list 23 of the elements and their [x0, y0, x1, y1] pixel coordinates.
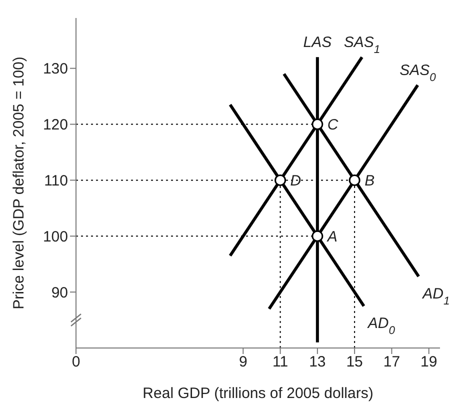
x-tick-label: 0 — [72, 354, 80, 371]
y-tick-label: 130 — [42, 60, 68, 78]
x-axis-title: Real GDP (trillions of 2005 dollars) — [142, 385, 374, 402]
series-label: AD$_{0}$ — [366, 315, 396, 338]
series-label: SAS$_{0}$ — [400, 62, 437, 84]
y-tick-label: 120 — [42, 116, 68, 134]
x-tick-label: 9 — [238, 354, 248, 371]
y-tick-label: 110 — [44, 172, 68, 190]
x-tick-label: 11 — [272, 354, 288, 371]
y-tick-label: 100 — [42, 228, 68, 246]
y-axis-title: Price level (GDP deflator, 2005 = 100) — [10, 56, 28, 310]
y-tick-label: 90 — [51, 284, 68, 302]
series-label: SAS$_{1}$ — [344, 34, 380, 56]
annotation: B — [364, 172, 375, 190]
x-tick-label: 15 — [346, 354, 363, 371]
x-tick-label: 17 — [383, 354, 400, 371]
x-tick-label: 19 — [420, 354, 438, 371]
series-label: AD$_{1}$ — [422, 285, 450, 308]
annotation: A — [326, 228, 338, 246]
series-label: LAS — [303, 34, 332, 52]
x-tick-label: 13 — [309, 354, 326, 371]
annotation: C — [327, 116, 338, 134]
annotation: D — [290, 172, 302, 190]
